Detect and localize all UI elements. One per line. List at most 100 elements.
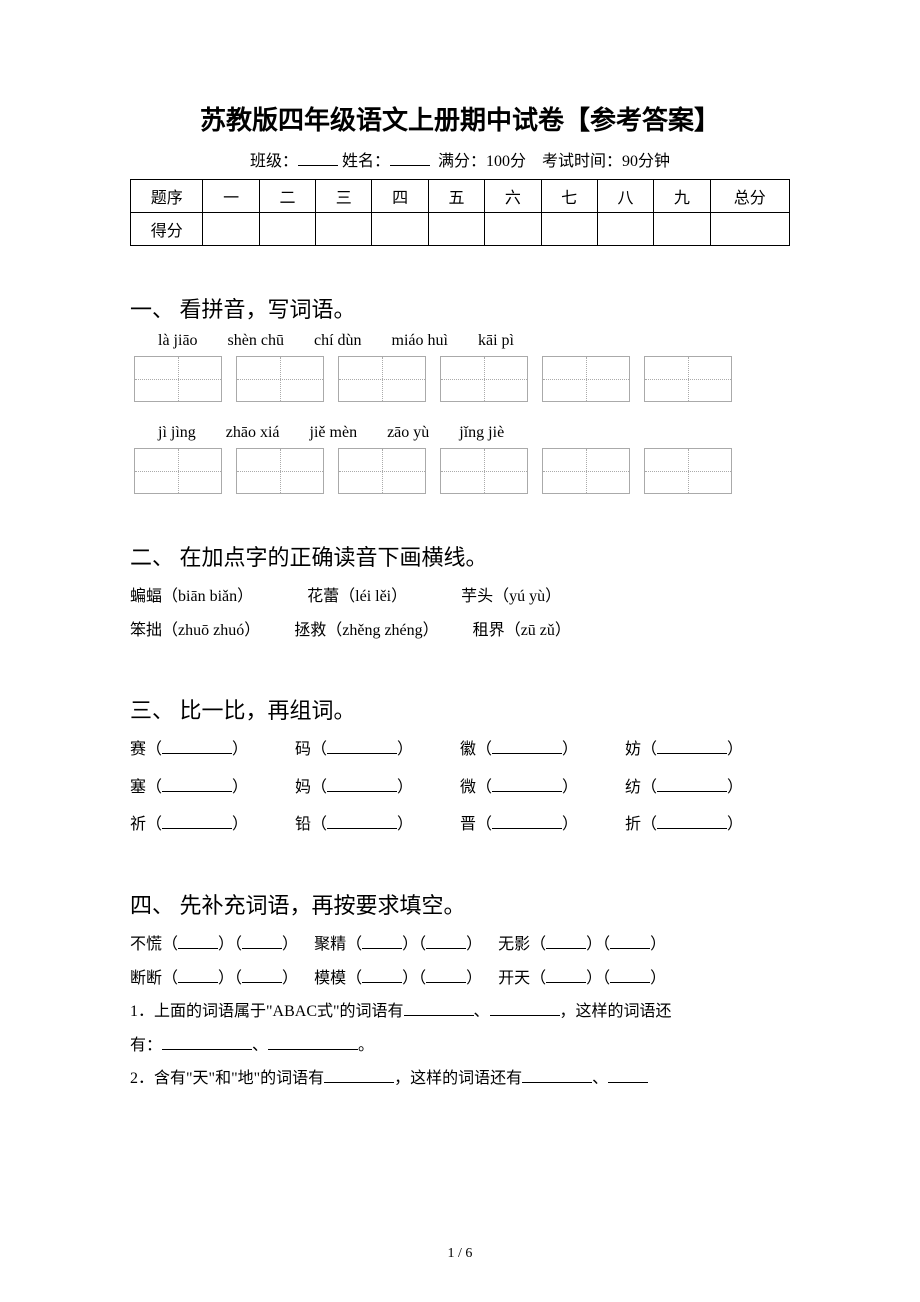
char-box[interactable]	[644, 356, 732, 402]
score-cell[interactable]	[259, 213, 315, 246]
q4-1-sep: 、	[474, 1003, 490, 1020]
score-cell[interactable]	[654, 213, 710, 246]
answer-blank[interactable]	[178, 982, 218, 983]
pinyin-item: chí dùn	[314, 332, 362, 350]
page: 苏教版四年级语文上册期中试卷【参考答案】 班级： 姓名： 满分：100分 考试时…	[0, 0, 920, 1302]
word: 租界	[473, 622, 505, 639]
col-header: 三	[316, 180, 372, 213]
score-cell[interactable]	[597, 213, 653, 246]
pinyin-options[interactable]: （biān biǎn）	[162, 588, 253, 605]
page-number: 1 / 6	[0, 1246, 920, 1262]
word: 拯救	[294, 622, 326, 639]
pinyin-item: jiě mèn	[310, 424, 358, 442]
answer-blank[interactable]	[492, 828, 562, 829]
answer-blank[interactable]	[426, 948, 466, 949]
answer-blank[interactable]	[162, 791, 232, 792]
score-cell[interactable]	[203, 213, 259, 246]
name-blank[interactable]	[390, 165, 430, 166]
char-box[interactable]	[134, 356, 222, 402]
word: 花蕾	[307, 588, 339, 605]
answer-blank[interactable]	[657, 791, 727, 792]
answer-blank[interactable]	[608, 1082, 648, 1083]
score-cell[interactable]	[485, 213, 541, 246]
char-box[interactable]	[338, 356, 426, 402]
question-line: 蝙蝠（biān biǎn） 花蕾（léi lěi） 芋头（yú yù）	[130, 580, 790, 614]
compare-item: 晋（）	[460, 808, 625, 842]
char-box[interactable]	[236, 356, 324, 402]
compare-item: 码（）	[295, 733, 460, 767]
answer-blank[interactable]	[362, 948, 402, 949]
pinyin-options[interactable]: （zhuō zhuó）	[162, 622, 260, 639]
idiom-prefix: 开天	[498, 970, 530, 987]
answer-blank[interactable]	[610, 948, 650, 949]
idiom-prefix: 聚精	[314, 936, 346, 953]
compare-item: 徽（）	[460, 733, 625, 767]
answer-blank[interactable]	[327, 828, 397, 829]
answer-blank[interactable]	[657, 828, 727, 829]
char-box[interactable]	[134, 448, 222, 494]
answer-blank[interactable]	[546, 982, 586, 983]
answer-blank[interactable]	[522, 1082, 592, 1083]
table-row: 题序 一 二 三 四 五 六 七 八 九 总分	[131, 180, 790, 213]
word: 蝙蝠	[130, 588, 162, 605]
char-box[interactable]	[542, 356, 630, 402]
page-title: 苏教版四年级语文上册期中试卷【参考答案】	[130, 100, 790, 137]
char-box[interactable]	[440, 356, 528, 402]
answer-blank[interactable]	[546, 948, 586, 949]
class-blank[interactable]	[298, 165, 338, 166]
q4-2-sep: 、	[592, 1070, 608, 1087]
word: 笨拙	[130, 622, 162, 639]
answer-blank[interactable]	[268, 1049, 358, 1050]
score-cell[interactable]	[710, 213, 789, 246]
col-header: 六	[485, 180, 541, 213]
score-cell[interactable]	[316, 213, 372, 246]
total-header: 总分	[710, 180, 789, 213]
q4-1-text: 1．上面的词语属于"ABAC式"的词语有	[130, 1003, 404, 1020]
time-label: 考试时间：90分钟	[542, 153, 670, 170]
section-4-heading: 四、 先补充词语，再按要求填空。	[130, 888, 790, 920]
score-cell[interactable]	[428, 213, 484, 246]
answer-blank[interactable]	[178, 948, 218, 949]
answer-blank[interactable]	[324, 1082, 394, 1083]
answer-blank[interactable]	[327, 753, 397, 754]
pinyin-item: jǐng jiè	[459, 424, 504, 442]
answer-blank[interactable]	[492, 791, 562, 792]
idiom-line: 不慌（）（） 聚精（）（） 无影（）（）	[130, 928, 790, 962]
pinyin-item: zāo yù	[387, 424, 429, 442]
answer-blank[interactable]	[162, 1049, 252, 1050]
pinyin-row: jì jìng zhāo xiá jiě mèn zāo yù jǐng jiè	[158, 424, 790, 442]
score-cell[interactable]	[372, 213, 428, 246]
answer-blank[interactable]	[162, 828, 232, 829]
section-2-heading: 二、 在加点字的正确读音下画横线。	[130, 540, 790, 572]
char-box[interactable]	[542, 448, 630, 494]
compare-grid: 赛（） 码（） 徽（） 妨（） 塞（） 妈（） 微（） 纺（） 祈（） 铅（） …	[130, 733, 790, 842]
answer-blank[interactable]	[426, 982, 466, 983]
compare-item: 折（）	[625, 808, 790, 842]
compare-item: 妈（）	[295, 771, 460, 805]
score-cell[interactable]	[541, 213, 597, 246]
pinyin-options[interactable]: （yú yù）	[493, 588, 561, 605]
pinyin-options[interactable]: （zhěng zhéng）	[326, 622, 438, 639]
compare-item: 纺（）	[625, 771, 790, 805]
answer-blank[interactable]	[327, 791, 397, 792]
question-line: 笨拙（zhuō zhuó） 拯救（zhěng zhéng） 租界（zū zǔ）	[130, 614, 790, 648]
answer-blank[interactable]	[404, 1015, 474, 1016]
answer-blank[interactable]	[362, 982, 402, 983]
char-box[interactable]	[338, 448, 426, 494]
char-box[interactable]	[644, 448, 732, 494]
q4-2-text: ，这样的词语还有	[394, 1070, 522, 1087]
answer-blank[interactable]	[242, 982, 282, 983]
pinyin-options[interactable]: （zū zǔ）	[505, 622, 571, 639]
char-box[interactable]	[236, 448, 324, 494]
compare-item: 妨（）	[625, 733, 790, 767]
answer-blank[interactable]	[492, 753, 562, 754]
answer-blank[interactable]	[162, 753, 232, 754]
answer-blank[interactable]	[657, 753, 727, 754]
char-box[interactable]	[440, 448, 528, 494]
table-row: 得分	[131, 213, 790, 246]
answer-blank[interactable]	[490, 1015, 560, 1016]
answer-blank[interactable]	[610, 982, 650, 983]
answer-blank[interactable]	[242, 948, 282, 949]
pinyin-options[interactable]: （léi lěi）	[339, 588, 407, 605]
class-label: 班级：	[250, 153, 298, 170]
